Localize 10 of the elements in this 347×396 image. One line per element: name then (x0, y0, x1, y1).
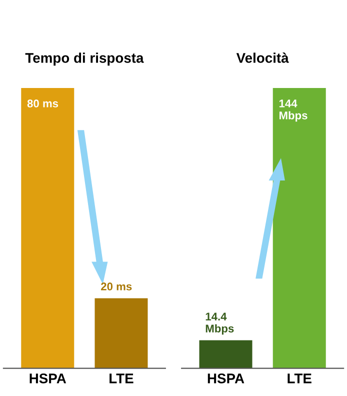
x-tick-label: LTE (288, 374, 312, 384)
x-tick-label: HSPA (30, 374, 66, 384)
x-tick-label: LTE (110, 374, 134, 384)
data-label: 14.4 Mbps (206, 312, 234, 335)
chart-title: Velocità (236, 52, 289, 63)
chart-title: Tempo di risposta (25, 52, 144, 66)
data-label: 20 ms (101, 282, 132, 290)
x-tick-label: HSPA (208, 374, 244, 384)
data-label: 144 Mbps (279, 100, 308, 122)
data-label: 80 ms (27, 100, 58, 108)
